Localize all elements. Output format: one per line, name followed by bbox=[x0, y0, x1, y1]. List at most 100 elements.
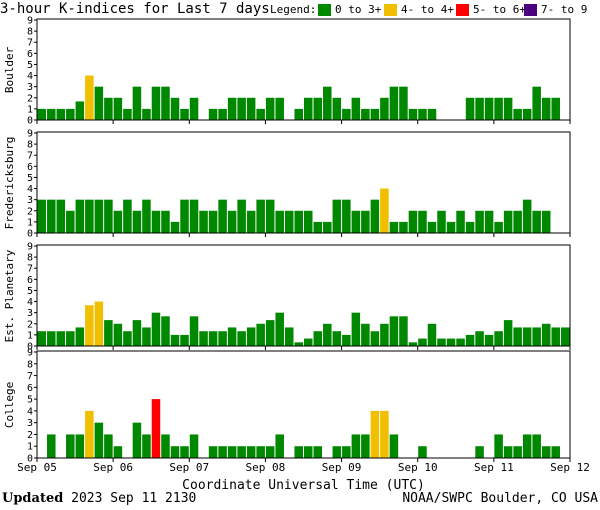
k-bar bbox=[180, 108, 189, 120]
x-tick-label: Sep 09 bbox=[322, 461, 362, 474]
k-bar bbox=[265, 97, 275, 120]
k-bar bbox=[218, 446, 227, 458]
k-bar bbox=[246, 97, 256, 120]
y-tick-label: 2 bbox=[27, 319, 33, 330]
k-bar bbox=[170, 221, 180, 233]
y-tick-label: 8 bbox=[27, 27, 33, 38]
k-bar bbox=[85, 410, 94, 458]
y-tick-label: 0 bbox=[27, 342, 33, 353]
k-bar bbox=[237, 331, 246, 346]
k-bar bbox=[218, 331, 227, 346]
k-bar bbox=[475, 97, 484, 120]
k-bar bbox=[132, 210, 142, 233]
y-tick-label: 8 bbox=[27, 140, 33, 151]
panel-ylabel: Est. Planetary bbox=[3, 249, 16, 342]
k-bar bbox=[142, 199, 151, 233]
k-bar bbox=[437, 210, 446, 233]
k-bar bbox=[189, 316, 199, 346]
y-tick-label: 7 bbox=[27, 151, 33, 162]
k-bar bbox=[541, 323, 551, 346]
k-bar bbox=[494, 221, 503, 233]
k-bar bbox=[332, 199, 342, 233]
y-tick-label: 6 bbox=[27, 383, 33, 394]
k-bar bbox=[208, 331, 218, 346]
y-tick-label: 9 bbox=[27, 242, 33, 253]
k-bar bbox=[456, 338, 465, 346]
k-bar bbox=[484, 334, 494, 346]
k-bar bbox=[427, 323, 437, 346]
k-bar bbox=[475, 331, 484, 346]
y-tick-label: 9 bbox=[27, 129, 33, 140]
x-tick-label: Sep 12 bbox=[550, 461, 590, 474]
y-tick-label: 6 bbox=[27, 49, 33, 60]
panel-frame bbox=[36, 131, 571, 234]
k-bar bbox=[399, 316, 408, 346]
k-bar bbox=[361, 108, 370, 120]
credit-text: NOAA/SWPC Boulder, CO USA bbox=[402, 491, 598, 506]
k-bar bbox=[142, 434, 151, 458]
k-bar bbox=[551, 97, 560, 120]
k-bar bbox=[304, 446, 313, 458]
legend-swatch bbox=[318, 4, 331, 16]
k-bar bbox=[484, 210, 494, 233]
y-tick-label: 3 bbox=[27, 308, 33, 319]
y-tick-label: 4 bbox=[27, 297, 33, 308]
k-bar bbox=[427, 221, 437, 233]
k-bar bbox=[237, 97, 246, 120]
k-bar bbox=[94, 301, 104, 346]
y-tick-label: 6 bbox=[27, 162, 33, 173]
k-bar bbox=[246, 327, 256, 346]
k-bar bbox=[408, 342, 418, 346]
k-bar bbox=[465, 334, 475, 346]
k-bar bbox=[332, 331, 342, 346]
k-bar bbox=[227, 327, 237, 346]
k-bar bbox=[408, 108, 418, 120]
k-bar bbox=[47, 331, 56, 346]
k-bar bbox=[161, 434, 170, 458]
k-bar bbox=[522, 199, 532, 233]
k-bar bbox=[132, 86, 142, 120]
k-bar bbox=[256, 323, 265, 346]
k-bar bbox=[199, 331, 208, 346]
y-tick-label: 6 bbox=[27, 275, 33, 286]
k-bar bbox=[37, 108, 47, 120]
x-tick-label: Sep 10 bbox=[398, 461, 438, 474]
k-bar bbox=[351, 434, 361, 458]
k-bar bbox=[503, 320, 513, 346]
updated-value: 2023 Sep 11 2130 bbox=[71, 491, 197, 506]
y-tick-label: 8 bbox=[27, 359, 33, 370]
y-tick-label: 5 bbox=[27, 60, 33, 71]
y-tick-label: 2 bbox=[27, 430, 33, 441]
k-bar bbox=[75, 434, 85, 458]
k-bar bbox=[323, 86, 332, 120]
k-bar bbox=[503, 97, 513, 120]
legend-item-label: 5- to 6+ bbox=[473, 3, 526, 16]
k-bar bbox=[541, 97, 551, 120]
k-bar bbox=[275, 434, 284, 458]
k-bar bbox=[532, 434, 541, 458]
k-bar bbox=[151, 399, 161, 458]
k-bar bbox=[532, 327, 541, 346]
k-bar bbox=[123, 108, 132, 120]
k-bar bbox=[522, 434, 532, 458]
k-bar bbox=[265, 320, 275, 346]
k-bar bbox=[294, 210, 303, 233]
k-bar bbox=[313, 446, 323, 458]
y-tick-label: 5 bbox=[27, 173, 33, 184]
k-bar bbox=[560, 327, 570, 346]
k-bar bbox=[418, 446, 427, 458]
k-bar bbox=[75, 199, 85, 233]
k-bar bbox=[66, 210, 75, 233]
y-tick-label: 1 bbox=[27, 330, 33, 341]
legend-swatch bbox=[384, 4, 397, 16]
k-bar bbox=[208, 446, 218, 458]
k-bar bbox=[313, 331, 323, 346]
y-tick-label: 9 bbox=[27, 16, 33, 27]
legend-item-label: 0 to 3+ bbox=[335, 3, 382, 16]
k-bar bbox=[208, 108, 218, 120]
k-bar bbox=[227, 97, 237, 120]
